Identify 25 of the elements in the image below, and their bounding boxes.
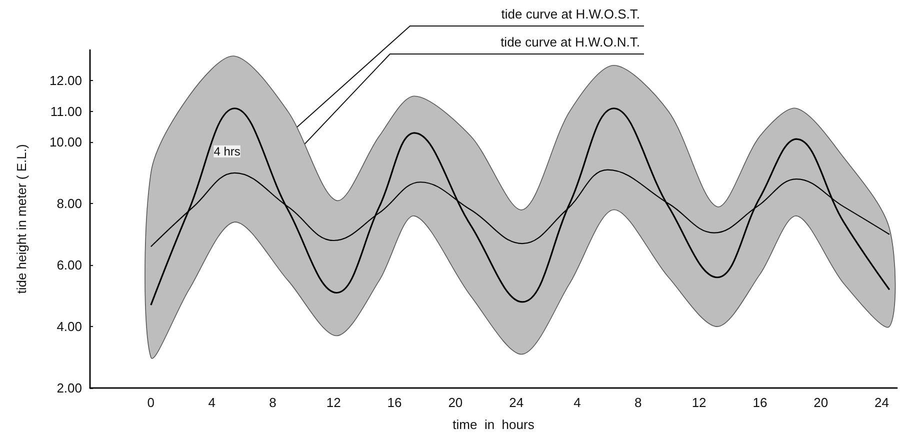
x-tick-label: 16 <box>387 395 402 410</box>
x-tick-label: 24 <box>509 395 524 410</box>
x-tick-label: 24 <box>874 395 890 410</box>
x-tick-label: 20 <box>814 395 828 410</box>
y-tick-label: 8.00 <box>56 196 82 212</box>
text: tide curve at H.W.O.N.T. <box>500 34 640 50</box>
annotation: 4 hrs <box>214 144 240 158</box>
x-tick-label: 16 <box>752 395 768 410</box>
y-tick-label: 4.00 <box>56 319 82 334</box>
y-tick-label: 11.00 <box>50 104 82 119</box>
x-tick-label: 20 <box>448 395 463 410</box>
x-tick-label: 8 <box>634 395 642 410</box>
y-tick-label: 10.00 <box>49 134 82 150</box>
x-tick-label: 0 <box>147 395 155 410</box>
y-tick-label: 6.00 <box>56 258 82 273</box>
y-axis-title: tide height in meter ( E.L.) <box>14 144 29 294</box>
x-axis-title: time in hours <box>452 417 535 432</box>
x-tick-label: 12 <box>326 395 341 410</box>
x-tick-label: 12 <box>692 395 706 410</box>
x-tick-label: 8 <box>269 395 276 410</box>
text: tide curve at H.W.O.S.T. <box>501 6 640 22</box>
y-tick-label: 12.00 <box>49 73 82 88</box>
y-tick-label: 2.00 <box>56 380 82 396</box>
x-tick-label: 4 <box>574 395 581 410</box>
x-tick-label: 4 <box>208 395 216 410</box>
